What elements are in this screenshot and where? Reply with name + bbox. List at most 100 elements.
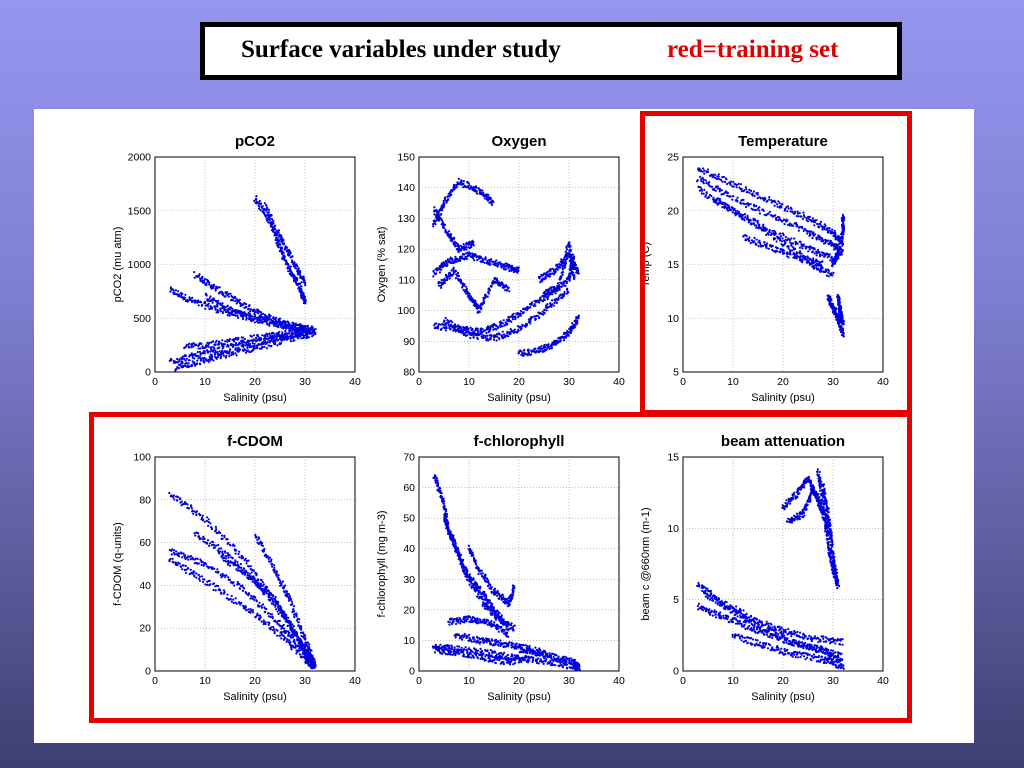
data-point [258,207,261,210]
data-point [451,238,454,241]
data-point [489,197,493,200]
y-tick-label: 1000 [128,259,152,271]
data-point [220,290,223,293]
data-point [283,338,286,341]
data-point [234,311,237,314]
data-point [278,235,281,238]
data-point [572,271,575,274]
data-point [195,301,198,304]
data-point [188,359,191,362]
data-point [293,275,296,278]
data-point [545,309,548,312]
data-point [262,212,265,215]
data-point [544,346,547,349]
data-point [300,337,303,340]
data-point [485,295,488,298]
data-point [261,346,264,349]
data-point [529,322,532,325]
data-point [215,339,218,342]
data-point [266,323,269,326]
y-tick-label: 1500 [128,205,152,217]
data-point [200,342,203,345]
data-point [248,342,251,345]
data-point [261,334,264,337]
data-point [564,284,567,287]
data-point [304,299,307,302]
data-point [237,337,240,340]
data-point [221,347,224,350]
data-point [560,276,563,279]
data-point [495,333,499,336]
data-point [234,296,237,300]
data-point [256,318,259,321]
data-point [175,361,178,364]
data-point [481,303,484,306]
data-point [293,325,296,329]
data-point [184,359,187,362]
data-point [271,334,274,337]
data-point [243,311,246,314]
data-point [174,368,177,371]
data-point [219,309,222,312]
data-point [197,347,200,350]
data-point [269,340,272,343]
data-point [547,288,550,291]
data-point [302,336,305,340]
data-point [306,329,309,332]
data-point [233,314,236,317]
data-point [302,277,305,280]
data-point [261,320,264,323]
data-point [284,259,287,263]
data-point [238,309,241,312]
data-point [296,324,299,327]
data-point [469,186,472,189]
data-point [221,353,224,356]
x-tick-label: 20 [513,376,525,388]
data-point [265,320,268,323]
data-point [198,355,201,358]
y-tick-label: 100 [397,305,415,317]
data-point [226,308,229,311]
data-point [444,329,447,332]
data-point [287,252,290,255]
data-point [292,337,295,340]
data-point [260,337,263,340]
data-point [274,228,277,231]
data-point [275,242,278,245]
data-point [205,294,208,297]
data-point [484,257,487,261]
data-point [569,250,572,253]
data-point [576,269,580,272]
data-point [549,267,553,271]
x-tick-label: 10 [463,376,475,388]
data-point [444,196,447,199]
data-point [475,327,478,330]
data-point [210,356,214,359]
data-point [226,343,229,346]
data-point [505,289,508,292]
data-point [203,356,206,360]
data-point [219,303,222,306]
data-point [571,322,574,325]
data-point [291,321,294,324]
data-point [572,276,576,279]
data-point [198,363,202,366]
data-point [181,292,184,295]
data-point [449,328,452,331]
data-point [302,279,305,282]
data-point [540,273,543,276]
x-tick-label: 30 [563,376,575,388]
data-point [440,286,443,289]
data-point [201,279,204,282]
data-point [534,304,537,307]
data-point [236,314,239,317]
data-point [292,262,296,265]
data-point [265,207,268,210]
data-point [480,256,483,259]
data-point [245,317,248,320]
data-point [494,324,497,327]
data-point [217,299,220,302]
data-point [562,337,565,340]
data-point [293,339,296,342]
data-point [208,281,211,284]
